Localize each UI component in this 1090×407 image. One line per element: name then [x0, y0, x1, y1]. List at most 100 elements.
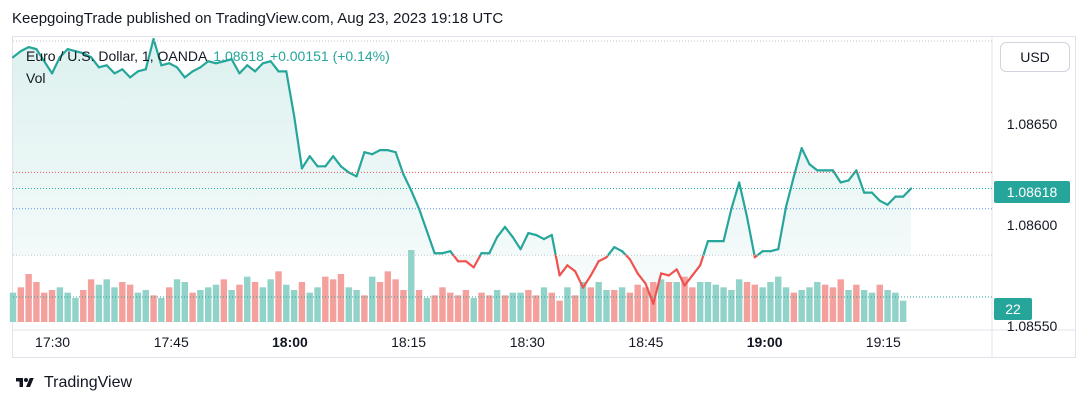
price-line-segment: [168, 62, 179, 69]
price-line-segment: [324, 155, 335, 168]
price-line-segment: [11, 50, 22, 59]
price-line-segment: [363, 151, 374, 156]
price-line-segment: [199, 60, 210, 69]
volume-bar: [595, 282, 602, 322]
x-tick-label: 18:45: [628, 334, 663, 350]
price-line-segment: [730, 181, 741, 210]
tradingview-footer[interactable]: TradingView: [12, 374, 132, 392]
volume-bar: [884, 290, 891, 322]
volume-bar: [454, 295, 462, 322]
price-line-segment: [386, 149, 397, 154]
volume-bar: [345, 287, 352, 322]
price-line-segment: [136, 68, 147, 73]
price-line-segment: [191, 66, 202, 73]
volume-bar: [868, 292, 876, 322]
price-line-segment: [19, 46, 30, 53]
volume-bar: [408, 250, 415, 322]
price-line-segment: [82, 52, 93, 59]
volume-bar: [400, 290, 407, 322]
volume-bar: [376, 282, 384, 322]
price-line-segment: [870, 191, 881, 202]
volume-bar: [361, 295, 368, 322]
volume-bar: [205, 287, 212, 322]
price-line-segment: [550, 233, 557, 257]
price-line-segment: [222, 58, 233, 63]
volume-bar: [845, 290, 852, 322]
price-line-segment: [121, 68, 132, 79]
price-line-segment: [207, 60, 218, 65]
price-line-segment: [253, 62, 264, 73]
volume-bar: [806, 287, 813, 322]
price-line-segment: [417, 207, 428, 233]
volume-bar: [696, 282, 704, 322]
price-line-segment: [667, 268, 678, 277]
price-line-segment: [300, 155, 311, 170]
volume-bar: [111, 287, 118, 322]
price-line-segment: [699, 254, 705, 267]
volume-bar: [493, 290, 501, 322]
volume-bar: [236, 284, 243, 322]
volume-bar: [751, 284, 759, 322]
price-line-segment: [902, 187, 913, 198]
volume-bar: [353, 290, 360, 322]
price-line-segment: [332, 155, 343, 168]
price-line-segment: [347, 171, 358, 178]
volume-bar: [392, 279, 399, 322]
price-line-segment: [175, 66, 186, 79]
volume-bar: [829, 287, 837, 322]
price-line-segment: [35, 48, 46, 63]
price-line-segment: [183, 70, 194, 79]
price-line-segment: [129, 70, 140, 79]
volume-bar: [603, 290, 610, 322]
price-line-segment: [566, 264, 577, 273]
volume-bar: [564, 287, 571, 322]
price-line-segment: [113, 68, 124, 75]
price-line-segment: [535, 233, 546, 241]
volume-bar: [618, 287, 626, 322]
volume-bar: [548, 292, 556, 322]
price-line-segment: [792, 147, 803, 178]
volume-bar: [572, 295, 579, 322]
volume-bar: [728, 290, 735, 322]
volume-bar: [790, 292, 798, 322]
price-line-segment: [269, 60, 280, 73]
price-line-segment: [355, 151, 366, 178]
volume-bar: [384, 271, 392, 322]
volume-bar: [657, 279, 665, 322]
volume-bar: [782, 287, 790, 322]
volume-bar: [337, 274, 345, 322]
price-line-segment: [831, 169, 842, 184]
price-line-segment: [472, 254, 482, 269]
price-line-segment: [238, 64, 249, 75]
price-line-segment: [144, 37, 155, 71]
volume-bar: [87, 279, 95, 322]
volume-bar: [220, 279, 228, 322]
price-line-segment: [606, 246, 616, 257]
volume-bar: [33, 282, 40, 322]
volume-bar: [212, 284, 220, 322]
volume-bar: [415, 290, 423, 322]
price-line-segment: [581, 274, 592, 289]
volume-bar: [439, 287, 446, 322]
volume-bar: [814, 282, 821, 322]
symbol-title[interactable]: Euro / U.S. Dollar, 1, OANDA: [26, 48, 208, 64]
price-line-segment: [214, 60, 225, 65]
volume-bar: [798, 290, 805, 322]
price-line-segment: [722, 207, 733, 243]
price-change: +0.00151 (+0.14%): [269, 48, 390, 64]
volume-bar: [329, 279, 337, 322]
volume-bar: [251, 282, 259, 322]
volume-bar: [704, 282, 712, 322]
volume-bar: [736, 279, 743, 322]
volume-bar: [423, 298, 431, 322]
price-line-segment: [285, 70, 296, 117]
volume-bar: [525, 290, 532, 322]
volume-indicator-label[interactable]: Vol: [26, 70, 46, 86]
y-tick-label: 1.08650: [1007, 116, 1058, 132]
volume-bar: [860, 290, 868, 322]
currency-button[interactable]: USD: [1000, 42, 1070, 72]
price-line-segment: [58, 48, 69, 59]
volume-bar: [478, 292, 485, 322]
volume-bar: [259, 287, 267, 322]
